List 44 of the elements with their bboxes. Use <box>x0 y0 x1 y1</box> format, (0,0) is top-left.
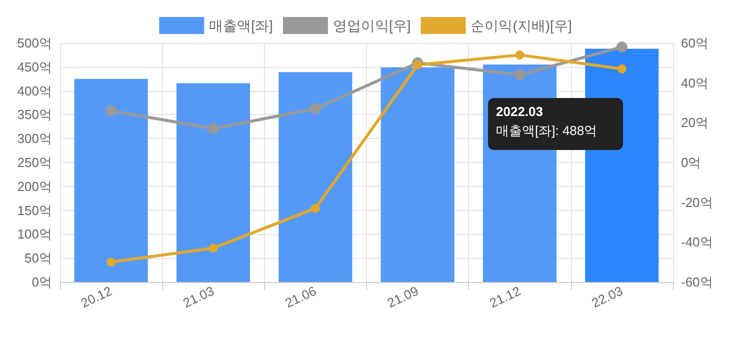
y-tick-label: 350억 <box>17 107 52 122</box>
y2-tick-label: -60억 <box>681 274 713 290</box>
y-tick-label: 150억 <box>17 202 52 218</box>
bar <box>278 72 352 282</box>
point <box>617 64 626 74</box>
y-tick-label: 100억 <box>17 226 52 242</box>
point <box>616 41 628 52</box>
legend-label: 영업이익[우] <box>332 18 411 34</box>
y2-tick-label: 0억 <box>681 155 702 170</box>
point <box>208 244 218 253</box>
point <box>514 69 526 80</box>
bar <box>176 83 250 282</box>
y-tick-label: 250억 <box>17 155 52 170</box>
point <box>310 204 320 213</box>
x-tick-label: 21.03 <box>180 283 216 311</box>
point <box>106 258 116 267</box>
point <box>515 50 524 60</box>
point <box>106 105 117 116</box>
bar <box>380 67 454 282</box>
y-tick-label: 400억 <box>17 83 52 98</box>
y-tick-label: 0억 <box>32 274 52 290</box>
y-tick-label: 200억 <box>17 178 52 194</box>
y2-tick-label: 40억 <box>681 75 708 90</box>
y2-tick-label: 60억 <box>681 36 708 50</box>
point <box>208 123 219 134</box>
annotation: 매출액[좌]: 488억 <box>496 123 598 138</box>
y-tick-label: 300억 <box>17 131 52 146</box>
x-tick-label: 21.06 <box>282 283 319 311</box>
x-tick-label: 21.12 <box>487 283 523 311</box>
x-tick-label: 22.03 <box>589 283 626 311</box>
legend-label: 매출액[좌] <box>209 18 273 34</box>
y-tick-label: 50억 <box>24 250 52 266</box>
point <box>413 60 422 70</box>
x-tick-label: 21.09 <box>384 283 421 311</box>
annotation: 2022.03 <box>496 104 543 119</box>
y2-tick-label: -20억 <box>681 194 713 210</box>
y2-tick-label: -40억 <box>681 234 713 250</box>
legend-label: 순이익(지배)[우] <box>470 18 572 34</box>
y2-tick-label: 20억 <box>681 115 708 130</box>
x-tick-label: 20.12 <box>78 283 114 311</box>
point <box>310 103 321 114</box>
y-tick-label: 500억 <box>17 36 52 50</box>
bar <box>74 78 148 282</box>
y-tick-label: 450억 <box>17 59 52 74</box>
